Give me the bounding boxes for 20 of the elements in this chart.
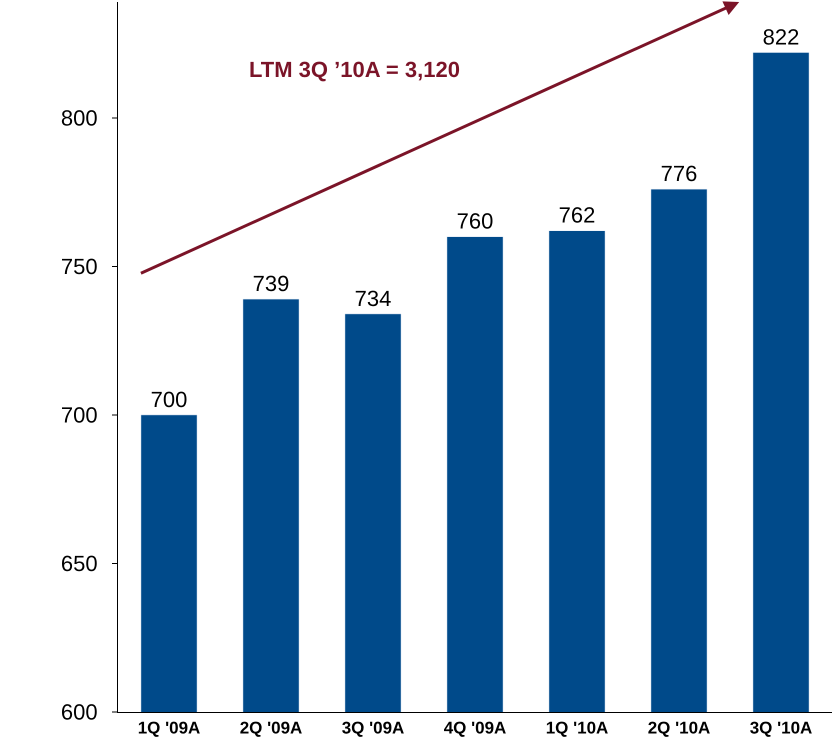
annotation: LTM 3Q ’10A = 3,120 [249,57,460,82]
x-tick-label: 3Q '09A [342,718,404,738]
data-label: 700 [150,386,188,412]
data-label: 739 [252,271,290,296]
data-label: 822 [762,24,800,50]
y-tick-label: 600 [60,700,98,725]
x-tick-label: 1Q '09A [138,718,200,738]
data-label: 760 [456,208,494,234]
data-label: 762 [558,202,596,228]
x-tick-label: 2Q '09A [240,718,302,738]
y-tick-label: 650 [60,551,98,576]
data-label: 734 [354,286,392,311]
y-tick-label: 750 [60,254,98,280]
data-label: 776 [660,161,698,186]
y-tick-label: 700 [60,402,98,428]
x-tick-label: 1Q '10A [546,718,608,738]
y-tick-label: 800 [60,106,98,131]
x-tick-label: 4Q '09A [444,718,506,738]
x-tick-label: 2Q '10A [648,718,710,738]
x-tick-label: 3Q '10A [750,718,812,738]
